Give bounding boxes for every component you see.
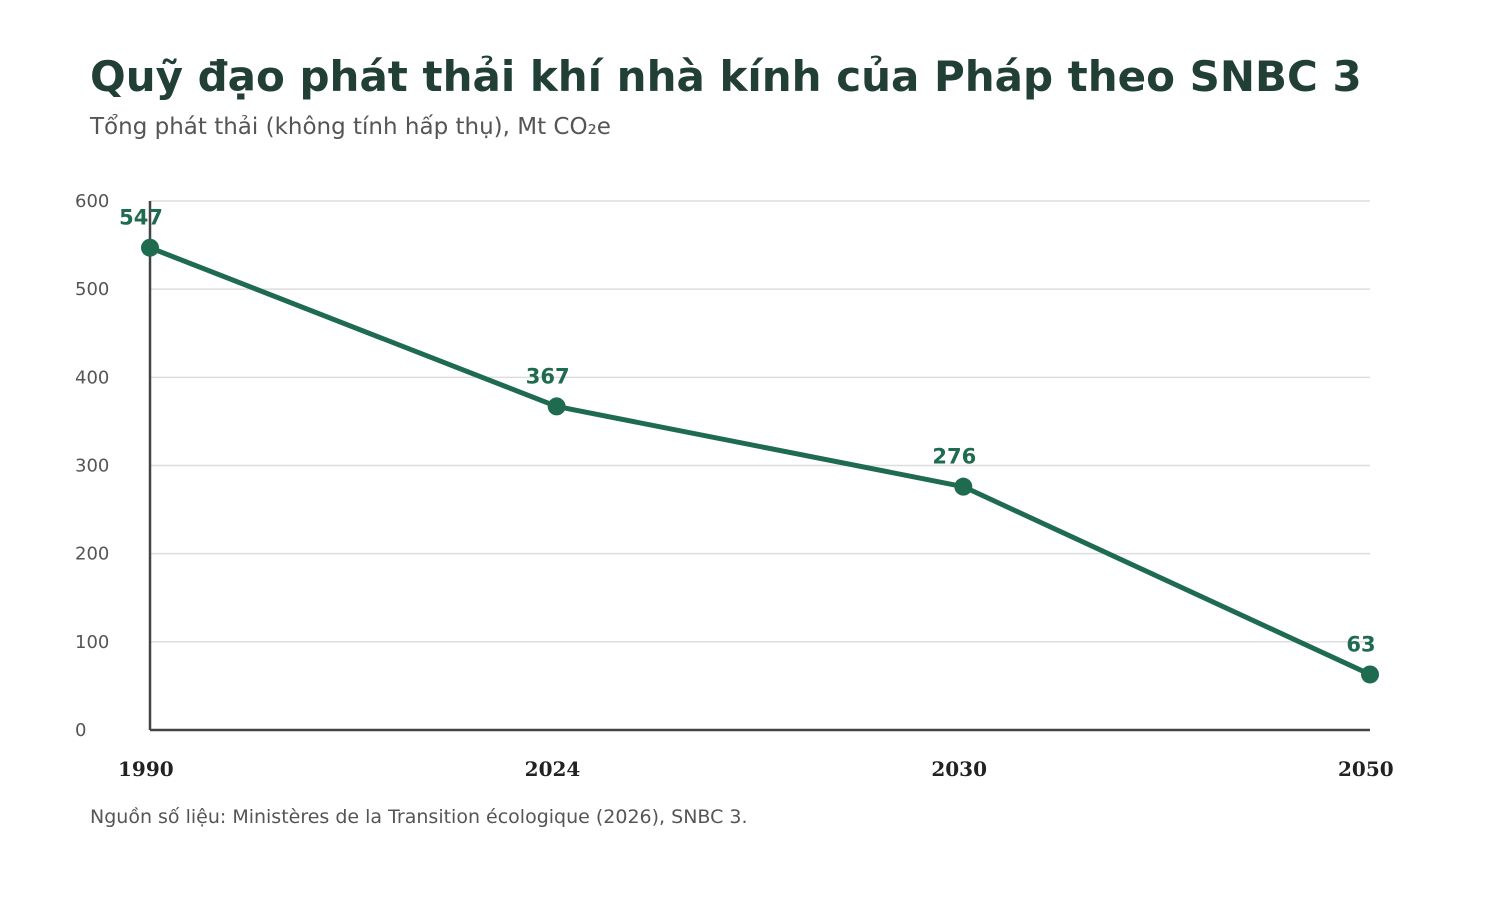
y-tick-label: 600: [75, 191, 109, 212]
data-label: 367: [526, 364, 570, 388]
data-point: [547, 397, 566, 416]
chart-title: Quỹ đạo phát thải khí nhà kính của Pháp …: [90, 52, 1362, 101]
data-point: [141, 238, 159, 257]
chart-subtitle: Tổng phát thải (không tính hấp thụ), Mt …: [90, 114, 611, 140]
labels: 547 367 276 63: [119, 206, 1376, 657]
data-point: [954, 477, 973, 496]
y-tick-label: 500: [75, 279, 109, 300]
y-tick-label: 0: [75, 720, 86, 741]
x-tick-label: 1990: [118, 757, 174, 781]
data-point: [1361, 665, 1379, 684]
x-tick-label: 2030: [931, 757, 987, 781]
y-tick-label: 200: [75, 544, 109, 565]
data-label: 63: [1346, 632, 1375, 656]
gridlines: [150, 200, 1370, 643]
source-note: Nguồn số liệu: Ministères de la Transiti…: [90, 806, 748, 828]
data-label: 276: [932, 445, 976, 469]
data-label: 547: [119, 206, 163, 230]
y-tick-label: 100: [75, 632, 109, 653]
x-tick-label: 2050: [1338, 757, 1394, 781]
axes: 0 100 200 300 400 500 600 1990 2024 2030 2050: [75, 191, 1394, 781]
y-tick-label: 400: [75, 367, 109, 388]
y-tick-label: 300: [75, 456, 109, 477]
x-tick-label: 2024: [525, 757, 581, 781]
series-line: [147, 245, 1373, 677]
series: [141, 238, 1379, 684]
